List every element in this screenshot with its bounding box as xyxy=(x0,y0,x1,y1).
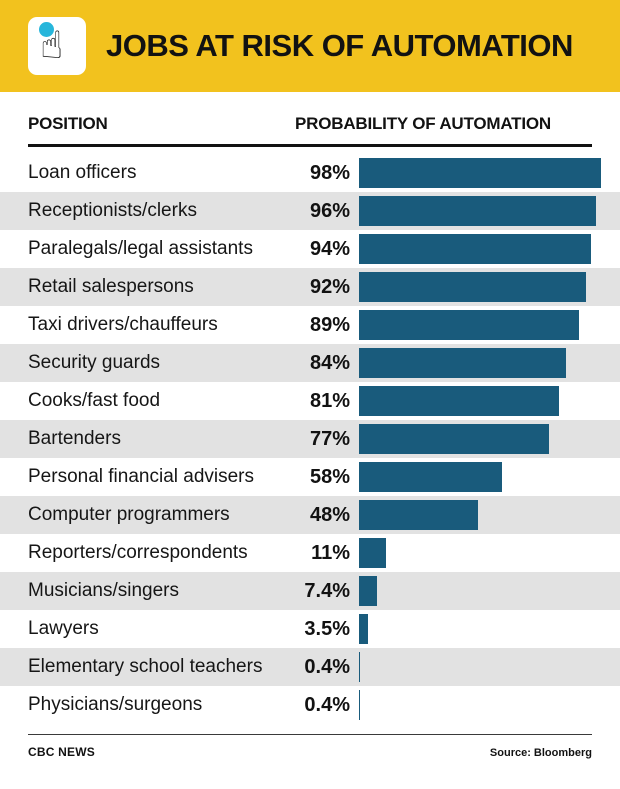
job-label: Musicians/singers xyxy=(28,580,179,601)
chart-row: Reporters/correspondents 11% xyxy=(0,534,620,572)
bar-track xyxy=(359,538,606,568)
chart-row: Computer programmers 48% xyxy=(0,496,620,534)
probability-bar xyxy=(359,576,378,606)
probability-bar xyxy=(359,272,587,302)
probability-bar xyxy=(359,158,602,188)
probability-value: 89% xyxy=(309,313,350,336)
probability-value: 92% xyxy=(309,275,350,298)
job-label: Reporters/correspondents xyxy=(28,542,248,563)
job-label: Cooks/fast food xyxy=(28,390,161,411)
chart-row: Musicians/singers 7.4% xyxy=(0,572,620,610)
source-label: Source: Bloomberg xyxy=(489,747,592,759)
column-header-position: POSITION xyxy=(28,114,108,133)
bar-track xyxy=(359,234,606,264)
chart-rows: Loan officers 98% Receptionists/clerks 96% P… xyxy=(0,154,620,724)
probability-value: 11% xyxy=(311,541,350,564)
probability-value: 0.4% xyxy=(304,655,350,678)
bar-track xyxy=(359,690,606,720)
probability-bar xyxy=(359,424,550,454)
probability-value: 94% xyxy=(309,237,350,260)
probability-value: 3.5% xyxy=(304,617,350,640)
job-label: Paralegals/legal assistants xyxy=(28,238,253,259)
job-label: Loan officers xyxy=(28,162,137,183)
bar-track xyxy=(359,386,606,416)
chart-row: Taxi drivers/chauffeurs 89% xyxy=(0,306,620,344)
bar-track xyxy=(359,424,606,454)
chart-row: Lawyers 3.5% xyxy=(0,610,620,648)
bar-track xyxy=(359,196,606,226)
probability-bar xyxy=(359,652,360,682)
bar-track xyxy=(359,614,606,644)
bar-track xyxy=(359,652,606,682)
hand-cursor-click-icon: ☝ xyxy=(28,17,86,75)
job-label: Bartenders xyxy=(28,428,121,449)
bar-track xyxy=(359,310,606,340)
bar-track xyxy=(359,462,606,492)
job-label: Security guards xyxy=(28,352,161,373)
footer: CBC NEWS Source: Bloomberg xyxy=(28,734,592,759)
column-headers: POSITION PROBABILITY OF AUTOMATION xyxy=(28,114,592,147)
click-dot-icon xyxy=(39,22,54,37)
probability-value: 0.4% xyxy=(304,693,350,716)
chart-row: Cooks/fast food 81% xyxy=(0,382,620,420)
chart-row: Elementary school teachers 0.4% xyxy=(0,648,620,686)
probability-value: 48% xyxy=(309,503,350,526)
job-label: Lawyers xyxy=(28,618,99,639)
chart-row: Physicians/surgeons 0.4% xyxy=(0,686,620,724)
probability-value: 81% xyxy=(309,389,350,412)
probability-bar xyxy=(359,690,360,720)
job-label: Taxi drivers/chauffeurs xyxy=(28,314,218,335)
job-label: Computer programmers xyxy=(28,504,230,525)
brand-label: CBC NEWS xyxy=(28,745,95,759)
bar-track xyxy=(359,576,606,606)
chart-row: Bartenders 77% xyxy=(0,420,620,458)
bar-track xyxy=(359,272,606,302)
probability-value: 96% xyxy=(309,199,350,222)
chart-row: Security guards 84% xyxy=(0,344,620,382)
probability-bar xyxy=(359,462,503,492)
probability-value: 77% xyxy=(309,427,350,450)
job-label: Receptionists/clerks xyxy=(28,200,197,221)
job-label: Physicians/surgeons xyxy=(28,694,203,715)
probability-bar xyxy=(359,386,560,416)
header-banner: ☝ JOBS AT RISK OF AUTOMATION xyxy=(0,0,620,92)
probability-bar xyxy=(359,538,387,568)
job-label: Personal financial advisers xyxy=(28,466,255,487)
page-title: JOBS AT RISK OF AUTOMATION xyxy=(106,28,573,63)
chart-row: Paralegals/legal assistants 94% xyxy=(0,230,620,268)
chart-row: Receptionists/clerks 96% xyxy=(0,192,620,230)
job-label: Elementary school teachers xyxy=(28,656,263,677)
chart-row: Personal financial advisers 58% xyxy=(0,458,620,496)
bar-track xyxy=(359,158,606,188)
probability-value: 84% xyxy=(309,351,350,374)
probability-bar xyxy=(359,500,478,530)
job-label: Retail salespersons xyxy=(28,276,194,297)
chart-row: Retail salespersons 92% xyxy=(0,268,620,306)
probability-bar xyxy=(359,196,597,226)
probability-value: 58% xyxy=(309,465,350,488)
bar-track xyxy=(359,348,606,378)
column-header-probability: PROBABILITY OF AUTOMATION xyxy=(295,114,551,133)
probability-bar xyxy=(359,614,368,644)
probability-bar xyxy=(359,234,592,264)
chart-row: Loan officers 98% xyxy=(0,154,620,192)
probability-value: 7.4% xyxy=(304,579,350,602)
probability-bar xyxy=(359,348,567,378)
probability-value: 98% xyxy=(309,161,350,184)
bar-track xyxy=(359,500,606,530)
probability-bar xyxy=(359,310,579,340)
